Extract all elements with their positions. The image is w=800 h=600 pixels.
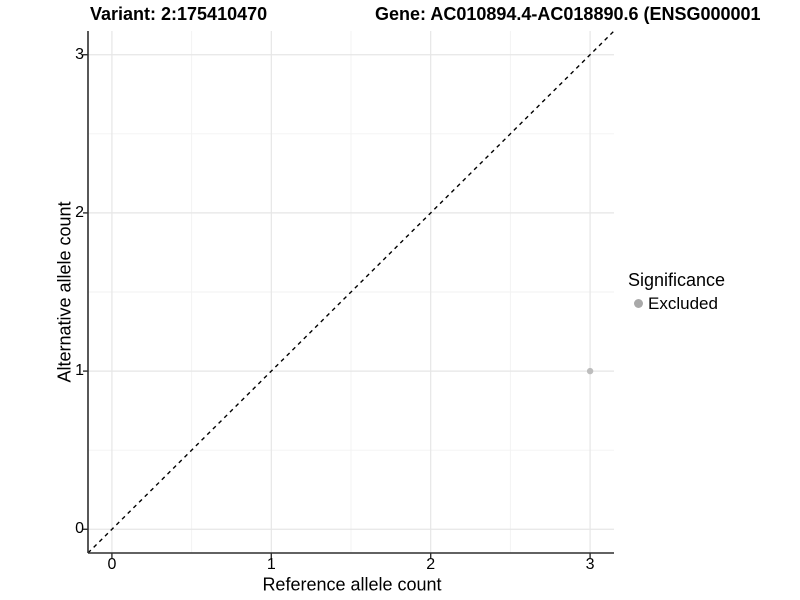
gene-title: Gene: AC010894.4-AC018890.6 (ENSG000001 [375,4,761,24]
x-tick-label: 2 [426,556,436,573]
y-tick-label: 3 [75,45,84,63]
x-tick-label: 3 [585,556,595,573]
variant-title: Variant: 2:175410470 [90,4,268,24]
legend: Significance Excluded [628,270,725,314]
y-tick-label: 0 [75,520,84,538]
legend-entry-excluded: Excluded [628,294,725,314]
y-tick-label: 2 [75,203,84,221]
x-axis-title: Reference allele count [262,574,442,595]
legend-point-icon [634,299,643,309]
y-axis-title: Alternative allele count [54,201,75,383]
data-point [586,367,594,375]
x-tick-label: 1 [266,556,276,573]
legend-title: Significance [628,270,726,290]
legend-entry-label: Excluded [648,293,718,313]
x-tick-label: 0 [107,556,117,573]
identity-reference-line [87,30,615,554]
y-tick-label: 1 [75,362,84,380]
